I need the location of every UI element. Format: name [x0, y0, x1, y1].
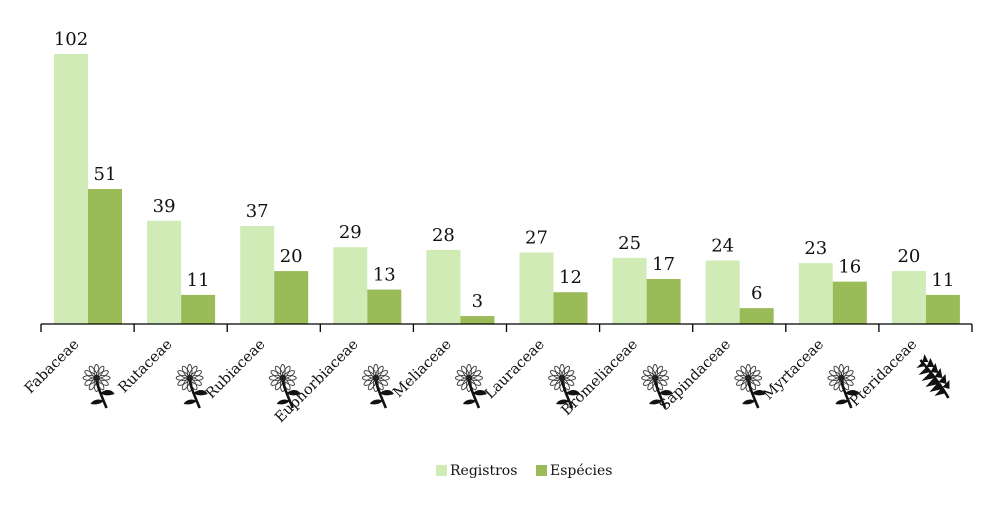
bar-especies-sapindaceae: [739, 308, 774, 324]
legend: Registros Espécies: [436, 463, 612, 479]
bar-registros-euphorbiaceae: [333, 247, 368, 324]
data-label-especies-myrtaceae: 16: [838, 257, 861, 278]
category-label-pteridaceae: Pteridaceae: [847, 337, 920, 410]
category-label-bromeliaceae: Bromeliaceae: [559, 337, 641, 419]
bar-especies-euphorbiaceae: [367, 289, 402, 324]
flower-icon: [174, 363, 209, 410]
category-label-sapindaceae: Sapindaceae: [657, 337, 735, 415]
data-label-registros-euphorbiaceae: 29: [339, 222, 362, 243]
legend-label-registros: Registros: [450, 463, 517, 479]
category-label-rubiaceae: Rubiaceae: [203, 337, 269, 403]
data-label-especies-lauraceae: 12: [559, 267, 582, 288]
data-label-registros-sapindaceae: 24: [711, 235, 734, 256]
data-label-registros-pteridaceae: 20: [897, 246, 920, 267]
data-label-especies-rubiaceae: 20: [280, 246, 303, 267]
bar-registros-bromeliaceae: [612, 257, 647, 324]
data-label-registros-myrtaceae: 23: [804, 238, 827, 259]
data-label-especies-meliaceae: 3: [472, 291, 483, 312]
data-label-registros-bromeliaceae: 25: [618, 233, 641, 254]
category-label-lauraceae: Lauraceae: [482, 337, 548, 403]
legend-swatch-registros: [436, 465, 447, 476]
data-label-registros-rubiaceae: 37: [246, 201, 269, 222]
bar-registros-sapindaceae: [705, 260, 740, 324]
data-label-registros-fabaceae: 102: [54, 29, 88, 50]
data-label-especies-euphorbiaceae: 13: [373, 265, 396, 286]
data-labels-layer: 102 51 39 11 37 20 29 13 28 3 27 12 25 17 24 6 23 16 20 11: [54, 29, 955, 312]
data-label-especies-bromeliaceae: 17: [652, 254, 675, 275]
legend-swatch-especies: [536, 465, 547, 476]
data-label-registros-rutaceae: 39: [153, 196, 176, 217]
category-label-meliaceae: Meliaceae: [390, 337, 455, 402]
flower-icon: [361, 363, 396, 410]
bar-especies-lauraceae: [553, 292, 588, 324]
category-label-rutaceae: Rutaceae: [116, 337, 176, 397]
bar-registros-myrtaceae: [798, 263, 833, 324]
bar-registros-pteridaceae: [891, 271, 926, 324]
bar-especies-fabaceae: [88, 189, 122, 324]
data-label-registros-meliaceae: 28: [432, 225, 455, 246]
data-label-especies-pteridaceae: 11: [931, 270, 954, 291]
category-labels: Fabaceae Rutaceae Rubiaceae Euphorbiaceae Me…: [22, 337, 951, 427]
bar-especies-meliaceae: [460, 316, 495, 324]
x-axis-ticks: [40, 324, 973, 332]
data-label-registros-lauraceae: 27: [525, 228, 548, 249]
bar-registros-lauraceae: [519, 252, 554, 324]
bar-registros-meliaceae: [426, 249, 461, 324]
bar-registros-fabaceae: [54, 54, 88, 324]
bar-registros-rutaceae: [147, 220, 182, 324]
bar-registros-rubiaceae: [240, 226, 275, 324]
category-label-euphorbiaceae: Euphorbiaceae: [272, 337, 362, 427]
data-label-especies-rutaceae: 11: [187, 270, 210, 291]
data-label-especies-sapindaceae: 6: [751, 283, 762, 304]
fern-icon: [915, 352, 951, 400]
bars-layer: [54, 54, 960, 324]
legend-label-especies: Espécies: [550, 463, 612, 479]
bar-especies-rutaceae: [181, 294, 216, 324]
bar-especies-bromeliaceae: [646, 279, 681, 324]
data-label-especies-fabaceae: 51: [94, 164, 117, 185]
bar-especies-myrtaceae: [832, 281, 867, 324]
bar-especies-rubiaceae: [274, 271, 309, 324]
bar-especies-pteridaceae: [925, 294, 960, 324]
flower-icon: [733, 363, 768, 410]
flower-icon: [81, 363, 116, 410]
category-label-myrtaceae: Myrtaceae: [760, 337, 827, 404]
category-label-fabaceae: Fabaceae: [22, 337, 83, 398]
flower-icon: [454, 363, 489, 410]
